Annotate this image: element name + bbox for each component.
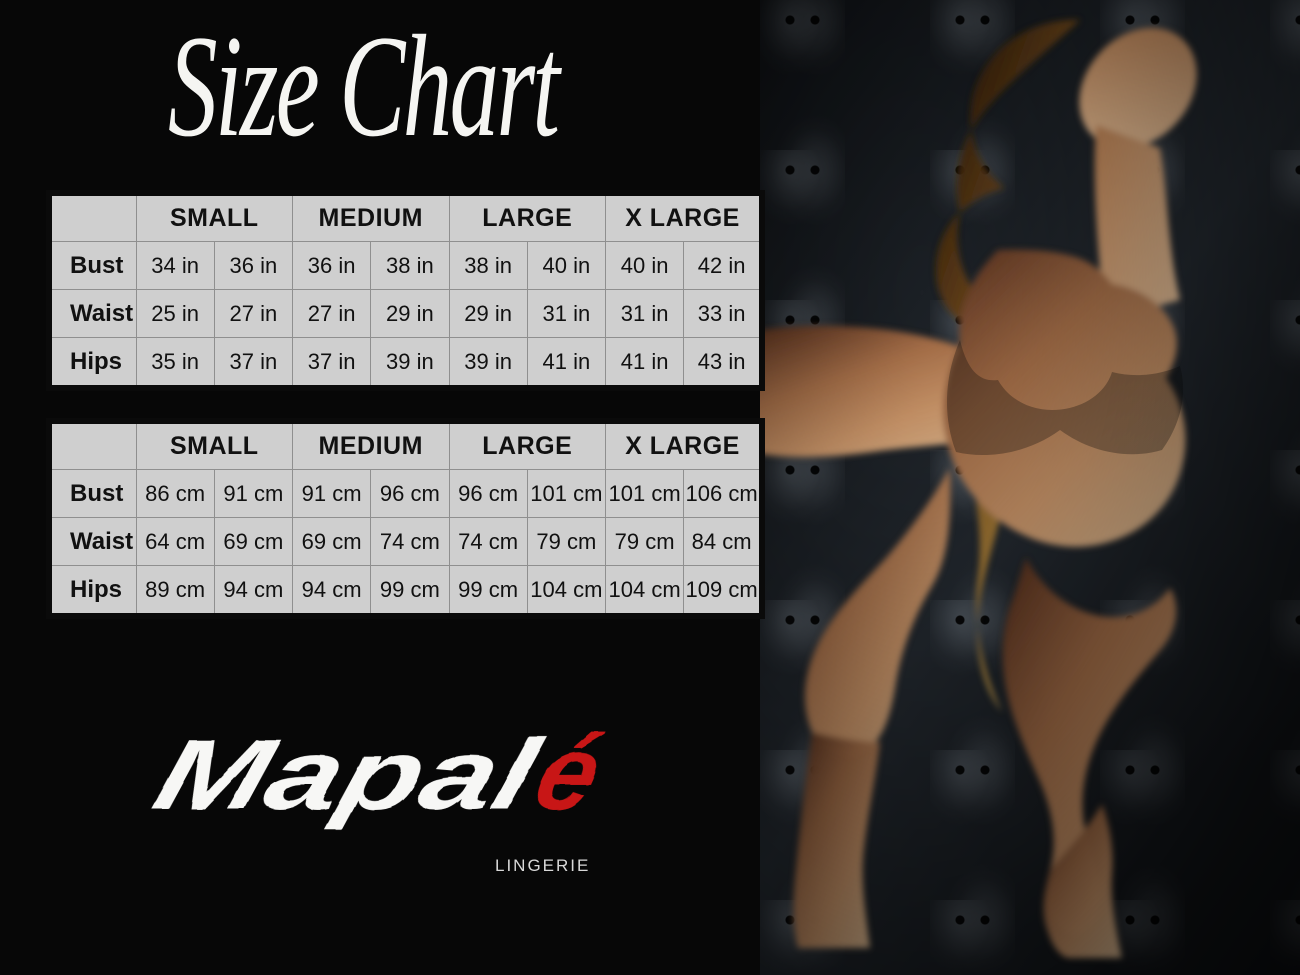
svg-text:Mapal: Mapal [143,719,553,831]
